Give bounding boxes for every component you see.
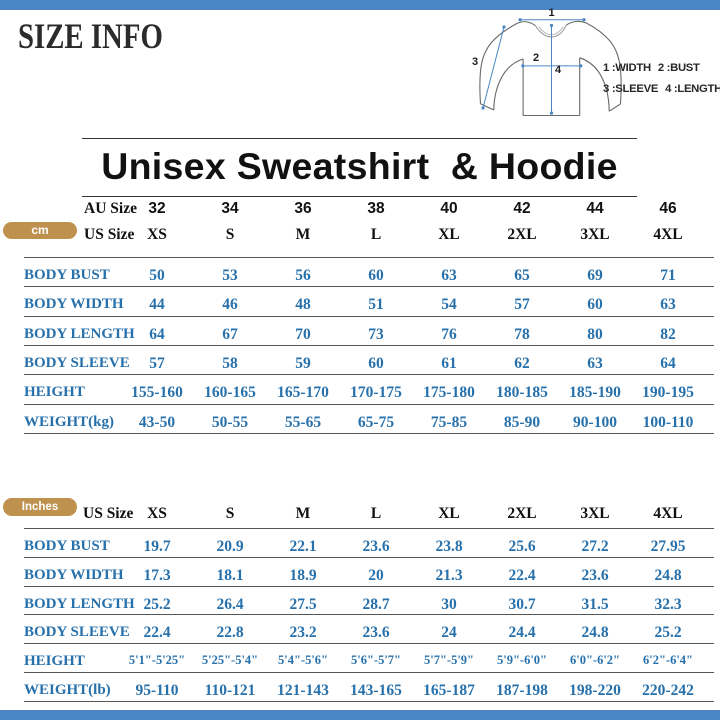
svg-text:1: 1 [548,7,554,19]
svg-text:4: 4 [555,64,562,76]
svg-text:3: 3 [472,56,478,68]
svg-text:2: 2 [533,52,539,64]
